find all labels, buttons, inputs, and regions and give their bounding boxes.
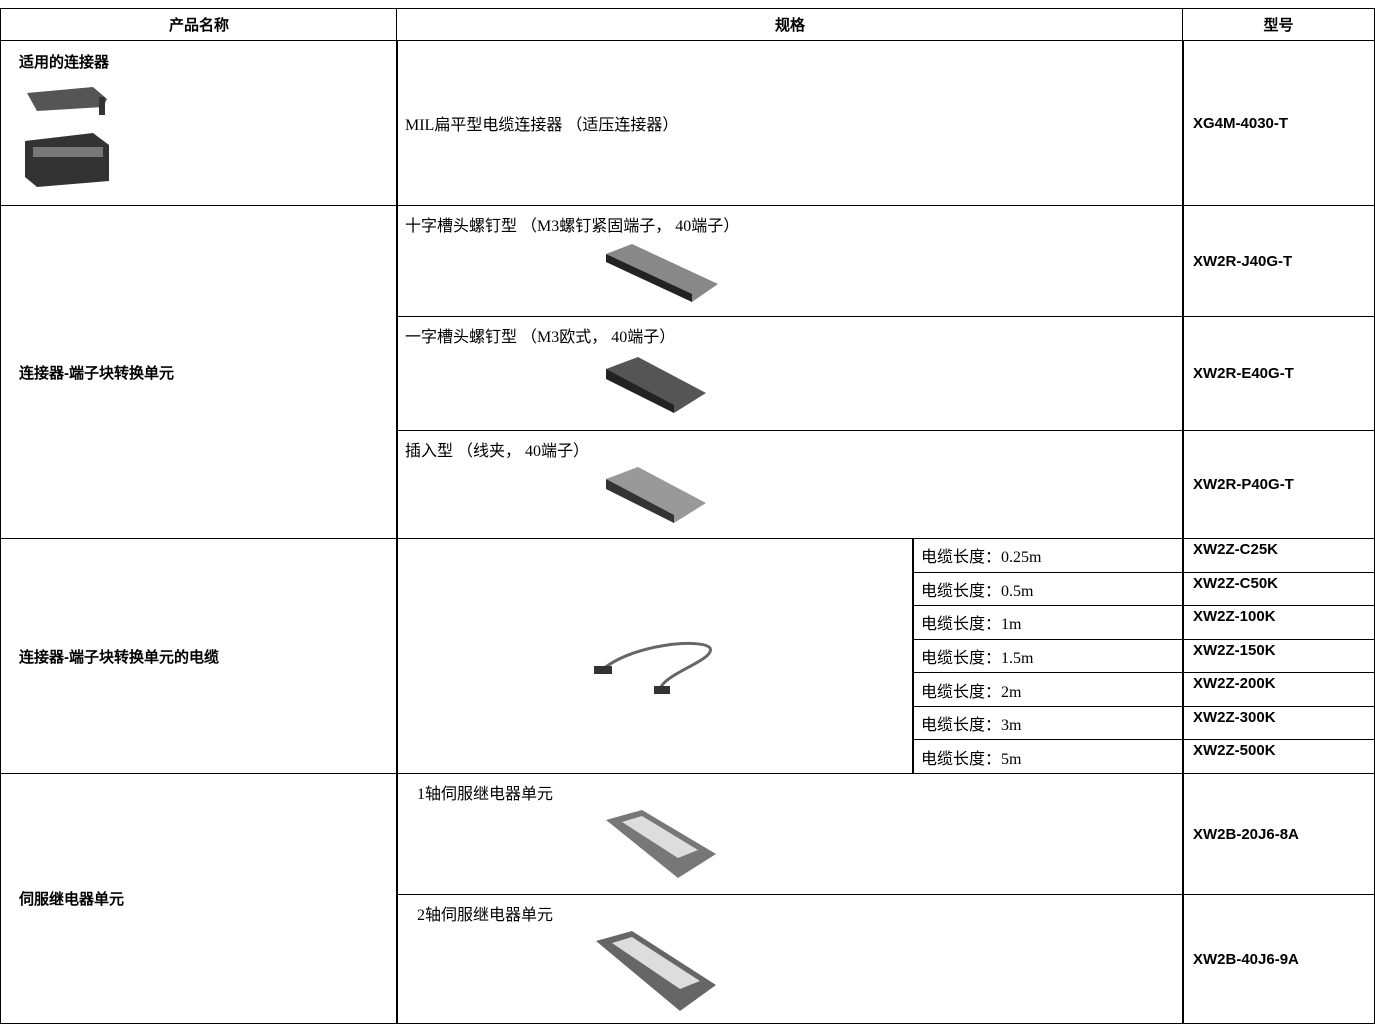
model: XW2R-E40G-T xyxy=(1193,365,1294,382)
model-cell: XW2Z-200K xyxy=(1182,672,1375,707)
product-image xyxy=(606,467,706,523)
model-cell: XW2R-E40G-T xyxy=(1182,316,1375,431)
model: XW2Z-C50K xyxy=(1193,574,1279,592)
spec-cell: 电缆长度：1m xyxy=(912,605,1184,640)
product-name: 连接器-端子块转换单元 xyxy=(19,364,174,382)
spec: 电缆长度：0.25m xyxy=(921,549,1042,567)
spec: 电缆长度：3m xyxy=(921,717,1022,735)
model: XW2Z-500K xyxy=(1193,742,1276,760)
spec-cell: 插入型 （线夹， 40端子） xyxy=(396,430,1184,539)
model-cell: XW2B-20J6-8A xyxy=(1182,773,1375,895)
spec-cell: 电缆长度：5m xyxy=(912,739,1184,774)
name-cell: 连接器-端子块转换单元的电缆 xyxy=(0,538,398,774)
model: XW2Z-300K xyxy=(1193,708,1276,726)
spec: 1轴伺服继电器单元 xyxy=(417,786,554,803)
model-cell: XW2R-J40G-T xyxy=(1182,205,1375,317)
model: XW2Z-200K xyxy=(1193,675,1276,693)
spec: 电缆长度：2m xyxy=(921,683,1022,701)
spec: 电缆长度：5m xyxy=(921,750,1022,768)
spec-cell: 电缆长度：2m xyxy=(912,672,1184,707)
product-image xyxy=(594,641,712,694)
model: XW2B-20J6-8A xyxy=(1193,825,1299,843)
product-image xyxy=(25,87,109,187)
image-cell xyxy=(396,538,914,774)
model: XG4M-4030-T xyxy=(1193,114,1289,132)
model-cell: XW2Z-500K xyxy=(1182,739,1375,774)
product-image xyxy=(606,244,718,302)
spec: 电缆长度：1m xyxy=(921,616,1022,634)
product-name: 连接器-端子块转换单元的电缆 xyxy=(19,648,219,666)
name-cell: 伺服继电器单元 xyxy=(0,773,398,1024)
model-cell: XW2B-40J6-9A xyxy=(1182,894,1375,1024)
product-image xyxy=(606,810,716,878)
spec: 十字槽头螺钉型 （M3螺钉紧固端子， 40端子） xyxy=(405,218,740,235)
spec-cell: MIL扁平型电缆连接器 （适压连接器） xyxy=(396,40,1184,206)
header-cell: 规格 xyxy=(396,8,1184,41)
header-cell: 产品名称 xyxy=(0,8,398,41)
model-cell: XW2Z-100K xyxy=(1182,605,1375,640)
model-cell: XW2Z-C50K xyxy=(1182,571,1375,607)
product-image xyxy=(596,931,716,1011)
spec-cell: 电缆长度：1.5m xyxy=(912,638,1184,674)
model: XW2R-P40G-T xyxy=(1193,476,1294,493)
spec: 电缆长度：1.5m xyxy=(921,649,1034,667)
model-cell: XW2Z-C25K xyxy=(1182,538,1375,573)
product-name: 伺服继电器单元 xyxy=(19,891,125,908)
spec: 电缆长度：0.5m xyxy=(921,582,1034,600)
spec-cell: 2轴伺服继电器单元 xyxy=(396,894,1184,1024)
product-name: 适用的连接器 xyxy=(19,54,110,71)
model: XW2B-40J6-9A xyxy=(1193,950,1299,968)
spec-cell: 十字槽头螺钉型 （M3螺钉紧固端子， 40端子） xyxy=(396,205,1184,317)
spec-cell: 电缆长度：0.25m xyxy=(912,538,1184,573)
name-cell: 适用的连接器 xyxy=(0,40,398,206)
model: XW2Z-150K xyxy=(1193,641,1276,659)
spec: 2轴伺服继电器单元 xyxy=(417,907,554,924)
model: XW2R-J40G-T xyxy=(1193,252,1293,270)
header-cell: 型号 xyxy=(1182,8,1375,41)
model: XW2Z-C25K xyxy=(1193,541,1279,558)
model-cell: XW2Z-150K xyxy=(1182,638,1375,674)
spec: 插入型 （线夹， 40端子） xyxy=(405,443,590,460)
model-cell: XW2Z-300K xyxy=(1182,705,1375,741)
spec-cell: 电缆长度：0.5m xyxy=(912,571,1184,607)
name-cell: 连接器-端子块转换单元 xyxy=(0,205,398,539)
model: XW2Z-100K xyxy=(1193,608,1276,626)
spec: MIL扁平型电缆连接器 （适压连接器） xyxy=(405,117,679,134)
model-cell: XG4M-4030-T xyxy=(1182,40,1375,206)
product-image xyxy=(606,357,706,413)
spec-cell: 1轴伺服继电器单元 xyxy=(396,773,1184,895)
spec-cell: 电缆长度：3m xyxy=(912,705,1184,741)
model-cell: XW2R-P40G-T xyxy=(1182,430,1375,539)
spec-cell: 一字槽头螺钉型 （M3欧式， 40端子） xyxy=(396,316,1184,431)
spec: 一字槽头螺钉型 （M3欧式， 40端子） xyxy=(405,329,676,346)
